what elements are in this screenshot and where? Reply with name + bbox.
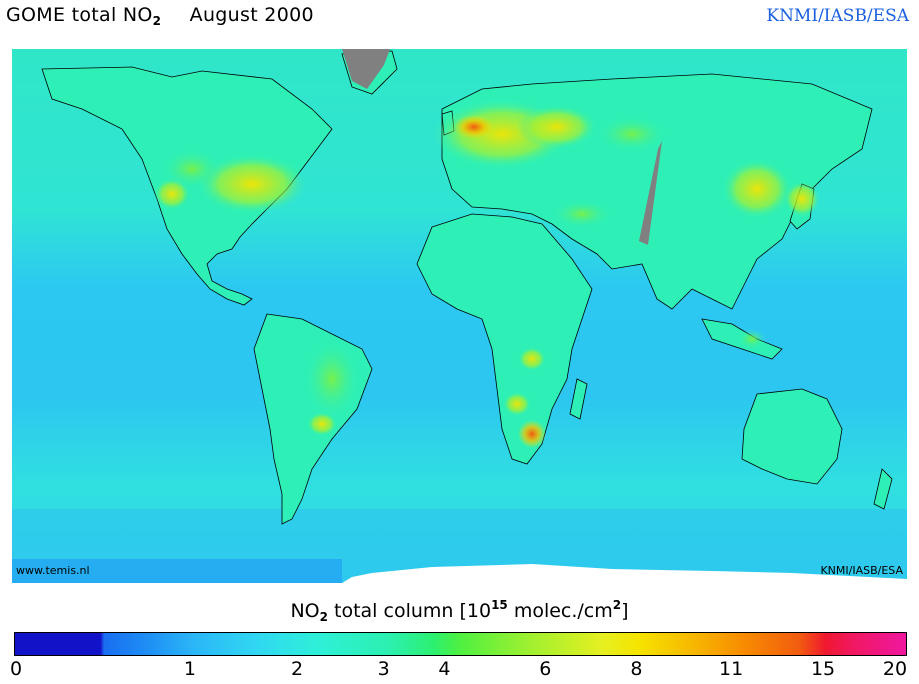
colorbar bbox=[14, 632, 907, 656]
title-date: August 2000 bbox=[189, 4, 314, 26]
new-zealand bbox=[873, 468, 893, 510]
cb-title-unit: molec./cm bbox=[507, 600, 613, 622]
title-sub: 2 bbox=[152, 14, 162, 28]
antarctic-no-data bbox=[342, 564, 907, 583]
hotspot-china bbox=[722, 159, 792, 219]
hotspot-highveld bbox=[518, 420, 546, 448]
missing-data-greenland bbox=[342, 49, 390, 89]
hotspot-south-america bbox=[304, 339, 360, 419]
hotspot-eastern-europe bbox=[517, 105, 597, 149]
colorbar-tick-label: 6 bbox=[539, 658, 552, 680]
colorbar-title: NO2 total column [1015 molec./cm2] bbox=[0, 598, 919, 624]
cb-title-sub: 2 bbox=[319, 610, 328, 624]
cb-title-mid: total column [10 bbox=[327, 600, 492, 622]
colorbar-tick-label: 11 bbox=[718, 658, 744, 680]
hotspot-japan bbox=[784, 181, 820, 217]
antarctic-low-field bbox=[12, 559, 342, 583]
hotspot-indonesia bbox=[738, 329, 766, 349]
title-main: GOME total NO bbox=[6, 4, 153, 26]
colorbar-tick-label: 1 bbox=[183, 658, 196, 680]
map-title: GOME total NO2 August 2000 bbox=[6, 4, 314, 28]
cb-title-prefix: NO bbox=[290, 600, 320, 622]
hotspot-southern-africa bbox=[503, 392, 531, 416]
map-label-left: www.temis.nl bbox=[16, 564, 90, 577]
australia bbox=[741, 388, 843, 485]
colorbar-tick-label: 3 bbox=[377, 658, 390, 680]
colorbar-tick-label: 20 bbox=[882, 658, 908, 680]
no2-hotspots bbox=[154, 99, 820, 448]
cb-title-sup-unit: 2 bbox=[612, 598, 622, 612]
madagascar bbox=[569, 378, 588, 420]
colorbar-tick-label: 2 bbox=[291, 658, 304, 680]
hotspot-central-africa bbox=[518, 347, 546, 371]
hotspot-middle-east bbox=[552, 200, 612, 228]
missing-data bbox=[342, 49, 662, 245]
credit-top: KNMI/IASB/ESA bbox=[766, 6, 909, 26]
colorbar-tick-label: 0 bbox=[9, 658, 23, 680]
hotspot-brazil bbox=[307, 412, 337, 436]
world-map: www.temis.nl KNMI/IASB/ESA bbox=[12, 49, 907, 583]
africa bbox=[416, 213, 593, 465]
cb-title-end: ] bbox=[621, 600, 629, 622]
hotspot-california bbox=[154, 178, 190, 210]
colorbar-tick-label: 4 bbox=[438, 658, 451, 680]
colorbar-ticks: 0 1 2 3 4 6 8 11 15 20 bbox=[0, 656, 919, 684]
hotspot-north-america-east bbox=[197, 154, 307, 214]
map-label-right: KNMI/IASB/ESA bbox=[820, 564, 903, 577]
map-canvas bbox=[12, 49, 907, 583]
hotspot-benelux-peak bbox=[454, 115, 494, 139]
cb-title-sup-exp: 15 bbox=[491, 598, 508, 612]
colorbar-tick-label: 8 bbox=[630, 658, 643, 680]
hotspot-russia bbox=[597, 116, 667, 152]
colorbar-tick-label: 15 bbox=[810, 658, 836, 680]
missing-data-stripe bbox=[639, 141, 662, 245]
